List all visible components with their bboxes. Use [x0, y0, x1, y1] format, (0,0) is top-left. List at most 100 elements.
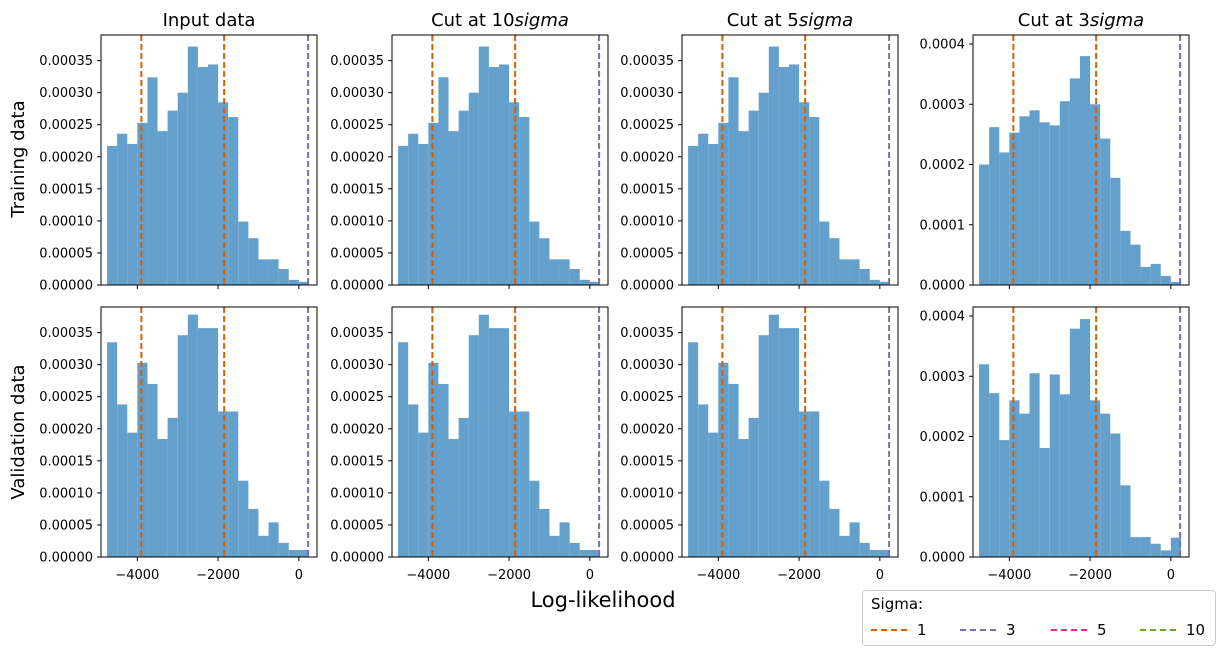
y-tick-label: 0.00030	[39, 358, 93, 373]
legend-label-5: 5	[1097, 621, 1107, 639]
y-tick-label: 0.00035	[330, 326, 384, 341]
histogram-bar	[1110, 433, 1121, 557]
histogram-bar	[999, 152, 1010, 285]
x-tick-label: 0	[586, 568, 594, 583]
histogram-bar	[1069, 328, 1080, 557]
x-axis-label: Log-likelihood	[530, 588, 675, 612]
histogram-bar	[809, 117, 820, 285]
histogram-bar	[829, 508, 840, 557]
legend-swatch-1	[871, 629, 907, 631]
y-tick-label: 0.00020	[39, 150, 93, 165]
panels-layer: 0.000000.000050.000100.000150.000200.000…	[39, 10, 1190, 583]
column-title: Cut at 3sigma	[1018, 10, 1144, 31]
histogram-bar	[117, 133, 128, 285]
histogram-bar	[107, 145, 118, 285]
x-tick-label: −4000	[696, 568, 740, 583]
histogram-bar	[248, 508, 259, 557]
histogram-bar	[167, 417, 178, 557]
y-tick-label: 0.00005	[620, 518, 674, 533]
y-tick-label: 0.00030	[620, 358, 674, 373]
histogram-bar	[738, 439, 749, 557]
legend-label-1: 1	[917, 621, 927, 639]
histogram-bar	[1059, 101, 1070, 285]
histogram-bar	[698, 404, 709, 557]
histogram-bar	[488, 328, 499, 557]
y-tick-label: 0.00005	[39, 246, 93, 261]
histogram-bar	[187, 314, 198, 557]
y-tick-label: 0.0000	[920, 551, 966, 566]
x-tick-label: −2000	[196, 568, 240, 583]
histogram-bar	[869, 279, 880, 285]
histogram-bar	[197, 328, 208, 557]
panel-training-2: 0.00000 0.00005 0.00010 0.00015 0.00020 0.000…	[330, 10, 609, 294]
histogram-bar	[448, 131, 459, 285]
histogram-bar	[1079, 319, 1091, 557]
x-tick-label: −2000	[1068, 568, 1112, 583]
histogram-bar	[979, 164, 990, 285]
histogram-bar	[579, 279, 590, 285]
y-tick-label: 0.00025	[620, 390, 674, 405]
histogram-bar	[498, 328, 510, 557]
histogram-bar	[187, 46, 198, 286]
histogram-bar	[1079, 56, 1091, 286]
histogram-bar	[1019, 116, 1030, 285]
histogram-bar	[177, 92, 188, 285]
histogram-bar	[418, 143, 429, 285]
y-tick-label: 0.00000	[39, 279, 93, 294]
histogram-bar	[478, 314, 489, 557]
histogram-bar	[478, 46, 489, 286]
panel-validation-3: 0.00000 0.00005 0.00010 0.00015 0.00020 0.000…	[620, 306, 899, 583]
y-tick-label: 0.0002	[920, 158, 966, 173]
histogram-bar	[1029, 110, 1040, 285]
histogram-bar	[488, 67, 499, 285]
y-tick-label: 0.0001	[920, 218, 966, 233]
histogram-bar	[248, 238, 259, 285]
histogram-bar	[1150, 263, 1161, 285]
column-title: Input data	[163, 10, 256, 31]
histogram-bar	[288, 549, 299, 557]
histogram-bar	[778, 67, 789, 285]
y-tick-label: 0.00030	[620, 86, 674, 101]
histogram-bar	[1009, 400, 1020, 557]
histogram-bar	[799, 411, 810, 557]
y-tick-label: 0.00025	[39, 118, 93, 133]
histogram-bar	[127, 143, 138, 285]
histogram-bar	[127, 432, 138, 557]
histogram-bar	[989, 127, 1000, 286]
row-label-validation: Validation data	[8, 364, 29, 499]
histogram-bar	[758, 92, 769, 285]
histogram-bar	[768, 314, 779, 557]
y-tick-label: 0.00015	[620, 454, 674, 469]
axes-frame	[100, 306, 318, 558]
histogram-bar	[1090, 104, 1101, 286]
histogram-bar	[788, 64, 800, 285]
y-tick-label: 0.00025	[330, 118, 384, 133]
y-tick-label: 0.00025	[330, 390, 384, 405]
y-tick-label: 0.00005	[330, 518, 384, 533]
histogram-bar	[738, 131, 749, 285]
histogram-bar	[748, 110, 759, 286]
x-tick-label: −2000	[487, 568, 531, 583]
y-tick-label: 0.00015	[330, 182, 384, 197]
histogram-bar	[809, 411, 820, 557]
y-tick-label: 0.00015	[39, 454, 93, 469]
histogram-bar	[137, 122, 148, 285]
x-tick-label: 0	[295, 568, 303, 583]
y-tick-label: 0.00010	[330, 486, 384, 501]
y-tick-label: 0.00000	[620, 551, 674, 566]
histogram-bar	[539, 238, 550, 285]
y-tick-label: 0.00015	[330, 454, 384, 469]
y-tick-label: 0.00010	[39, 486, 93, 501]
histogram-bar	[137, 362, 148, 557]
histogram-bar	[549, 535, 560, 557]
y-tick-label: 0.00015	[620, 182, 674, 197]
x-tick-label: −4000	[406, 568, 450, 583]
x-tick-label: −4000	[115, 568, 159, 583]
y-tick-label: 0.00030	[330, 358, 384, 373]
histogram-bar	[708, 143, 719, 285]
x-tick-label: 0	[1167, 568, 1175, 583]
histogram-bar	[559, 259, 570, 285]
histogram-bar	[788, 328, 800, 557]
legend-swatch-3	[960, 629, 996, 631]
histogram-bar	[529, 480, 540, 557]
